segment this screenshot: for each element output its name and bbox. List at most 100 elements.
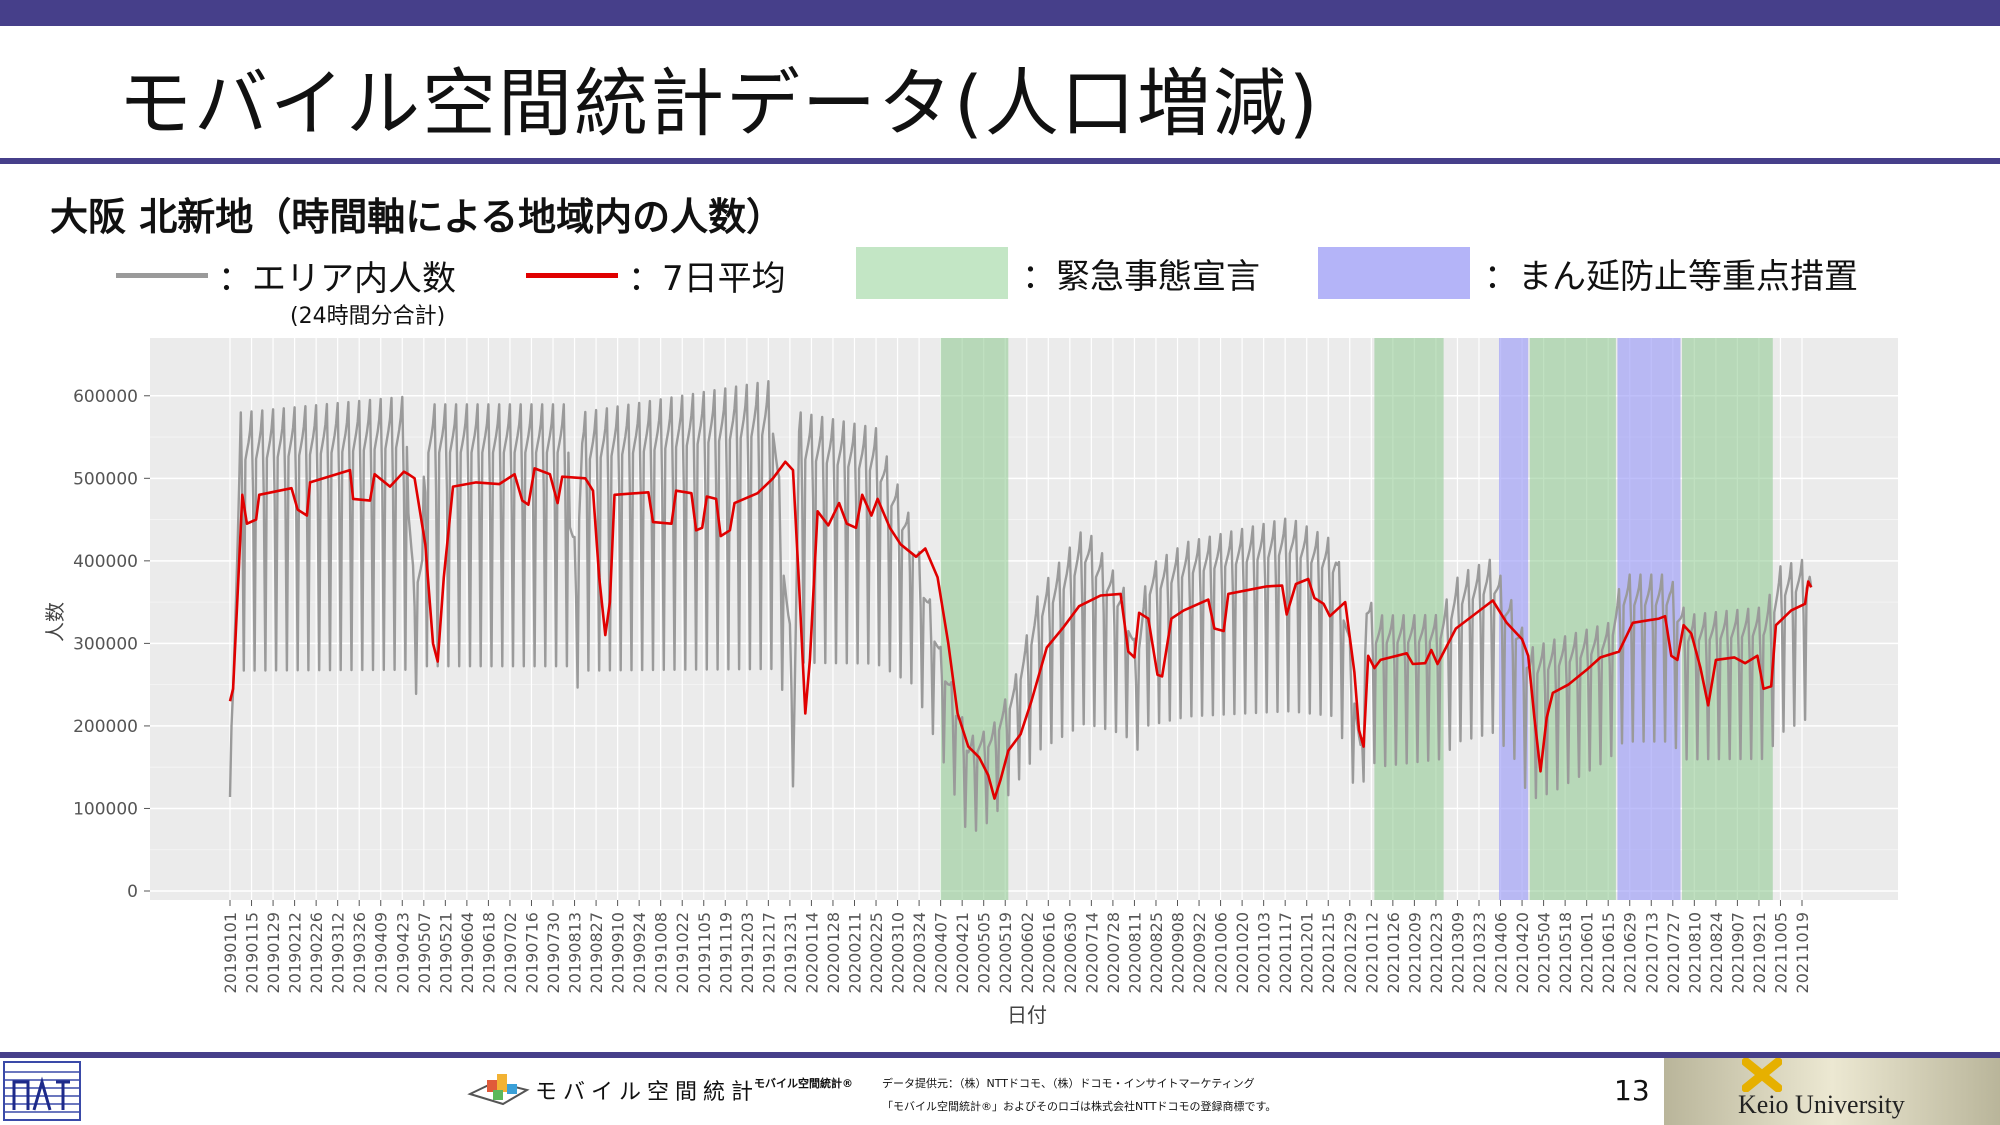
y-axis: 0 100000 200000 300000 400000 500000 600000 — [73, 387, 150, 902]
x-tick-label: 20201103 — [1255, 912, 1274, 993]
legend-red-line-swatch — [526, 272, 618, 278]
x-tick-label: 20210518 — [1556, 912, 1575, 993]
x-tick-label: 20190212 — [286, 912, 305, 993]
x-tick-label: 20201117 — [1276, 912, 1295, 993]
y-tick-label: 500000 — [73, 469, 138, 489]
x-tick-label: 20190423 — [393, 912, 412, 993]
x-tick-label: 20210601 — [1578, 912, 1597, 993]
x-tick-label: 20190226 — [307, 912, 326, 993]
legend-avg-label: ：7日平均 — [628, 258, 786, 299]
x-tick-label: 20200407 — [932, 912, 951, 993]
footer-trademark: 「モバイル空間統計®」およびそのロゴは株式会社NTTドコモの登録商標です。 — [882, 1100, 1277, 1113]
x-tick-label: 20210504 — [1535, 912, 1554, 993]
x-tick-label: 20200825 — [1147, 912, 1166, 993]
x-tick-label: 20190129 — [264, 912, 283, 993]
legend-area-count-note: (24時間分合計) — [290, 304, 446, 329]
x-tick-label: 20210323 — [1470, 912, 1489, 993]
x-tick-label: 20210907 — [1728, 912, 1747, 993]
x-tick-label: 20190312 — [329, 912, 348, 993]
x-tick-label: 20200602 — [1018, 912, 1037, 993]
x-tick-label: 20190101 — [221, 912, 240, 993]
legend-purple-box-swatch — [1318, 247, 1470, 299]
y-tick-label: 100000 — [73, 799, 138, 819]
x-tick-label: 20190813 — [566, 912, 585, 993]
x-tick-label: 20210713 — [1642, 912, 1661, 993]
x-tick-label: 20201215 — [1319, 912, 1338, 993]
y-tick-label: 400000 — [73, 552, 138, 572]
x-tick-label: 20201006 — [1212, 912, 1231, 993]
legend-green-box-swatch — [856, 247, 1008, 299]
cube-logo-icon — [467, 1074, 530, 1106]
x-tick-label: 20190604 — [458, 912, 477, 993]
keio-pen-mark-icon — [1742, 1058, 1782, 1092]
x-tick-label: 20200128 — [824, 912, 843, 993]
footer-provider: データ提供元：（株）NTTドコモ、（株）ドコモ・インサイトマーケティング — [882, 1077, 1255, 1090]
legend-semi-emergency: ：まん延防止等重点措置 — [1318, 247, 1858, 299]
y-tick-label: 200000 — [73, 717, 138, 737]
x-tick-label: 20210629 — [1621, 912, 1640, 993]
x-axis-label: 日付 — [1007, 1003, 1047, 1027]
chart-subtitle: 大阪 北新地（時間軸による地域内の人数） — [50, 195, 785, 239]
x-tick-label: 20191119 — [716, 912, 735, 993]
x-tick-label: 20201020 — [1233, 912, 1252, 993]
x-tick-label: 20210406 — [1492, 912, 1511, 993]
x-tick-label: 20190326 — [350, 912, 369, 993]
emergency-band — [1529, 338, 1616, 900]
x-tick-label: 20210727 — [1664, 912, 1683, 993]
x-tick-label: 20190924 — [630, 912, 649, 993]
x-tick-label: 20190507 — [415, 912, 434, 993]
y-tick-label: 300000 — [73, 634, 138, 654]
x-tick-label: 20211019 — [1793, 912, 1812, 993]
x-tick-label: 20200421 — [953, 912, 972, 993]
x-axis: 20190101 20190115 20190129 20190212 20190226… — [221, 900, 1812, 993]
top-bar — [0, 0, 2000, 26]
x-tick-label: 20200908 — [1169, 912, 1188, 993]
x-tick-label: 20190409 — [372, 912, 391, 993]
x-tick-label: 20191022 — [673, 912, 692, 993]
x-tick-label: 20191008 — [652, 912, 671, 993]
x-tick-label: 20200324 — [910, 912, 929, 993]
legend-area-count-label: ：エリア内人数 — [218, 258, 456, 299]
x-tick-label: 20211005 — [1771, 912, 1790, 993]
x-tick-label: 20190618 — [479, 912, 498, 993]
legend-emergency: ：緊急事態宣言 — [856, 247, 1260, 299]
avg-line — [228, 460, 1813, 800]
x-tick-label: 20190115 — [243, 912, 262, 993]
x-tick-label: 20210112 — [1362, 912, 1381, 993]
x-tick-label: 20190910 — [609, 912, 628, 993]
x-tick-label: 20191217 — [759, 912, 778, 993]
x-tick-label: 20191231 — [781, 912, 800, 993]
x-tick-label: 20190730 — [544, 912, 563, 993]
x-tick-label: 20200519 — [996, 912, 1015, 993]
legend-area-count: ：エリア内人数 — [116, 252, 456, 299]
legend-gray-line-swatch — [116, 272, 208, 278]
x-tick-label: 20210309 — [1448, 912, 1467, 993]
x-tick-label: 20210223 — [1427, 912, 1446, 993]
x-tick-label: 20200225 — [867, 912, 886, 993]
x-tick-label: 20200310 — [889, 912, 908, 993]
x-tick-label: 20190702 — [501, 912, 520, 993]
emergency-band — [1374, 338, 1444, 900]
x-tick-label: 20210921 — [1750, 912, 1769, 993]
x-tick-label: 20190827 — [587, 912, 606, 993]
x-tick-label: 20200616 — [1039, 912, 1058, 993]
x-tick-label: 20201201 — [1298, 912, 1317, 993]
x-tick-label: 20210810 — [1685, 912, 1704, 993]
x-tick-label: 20190521 — [436, 912, 455, 993]
x-tick-label: 20200505 — [975, 912, 994, 993]
x-tick-label: 20191105 — [695, 912, 714, 993]
footer-divider — [0, 1052, 2000, 1058]
legend-emergency-label: ：緊急事態宣言 — [1022, 256, 1260, 297]
x-tick-label: 20190716 — [522, 912, 541, 993]
x-tick-label: 20200728 — [1104, 912, 1123, 993]
x-tick-label: 20200922 — [1190, 912, 1209, 993]
page-title: モバイル空間統計データ(人口増減) — [118, 61, 1320, 147]
y-tick-label: 600000 — [73, 387, 138, 407]
footer-brand: モバイル空間統計® — [754, 1077, 853, 1090]
legend-semi-emergency-label: ：まん延防止等重点措置 — [1484, 256, 1858, 297]
x-tick-label: 20210126 — [1384, 912, 1403, 993]
lab-logo-icon — [3, 1061, 81, 1121]
university-name: Keio University — [1738, 1090, 1905, 1119]
x-tick-label: 20200630 — [1061, 912, 1080, 993]
x-tick-label: 20191203 — [738, 912, 757, 993]
